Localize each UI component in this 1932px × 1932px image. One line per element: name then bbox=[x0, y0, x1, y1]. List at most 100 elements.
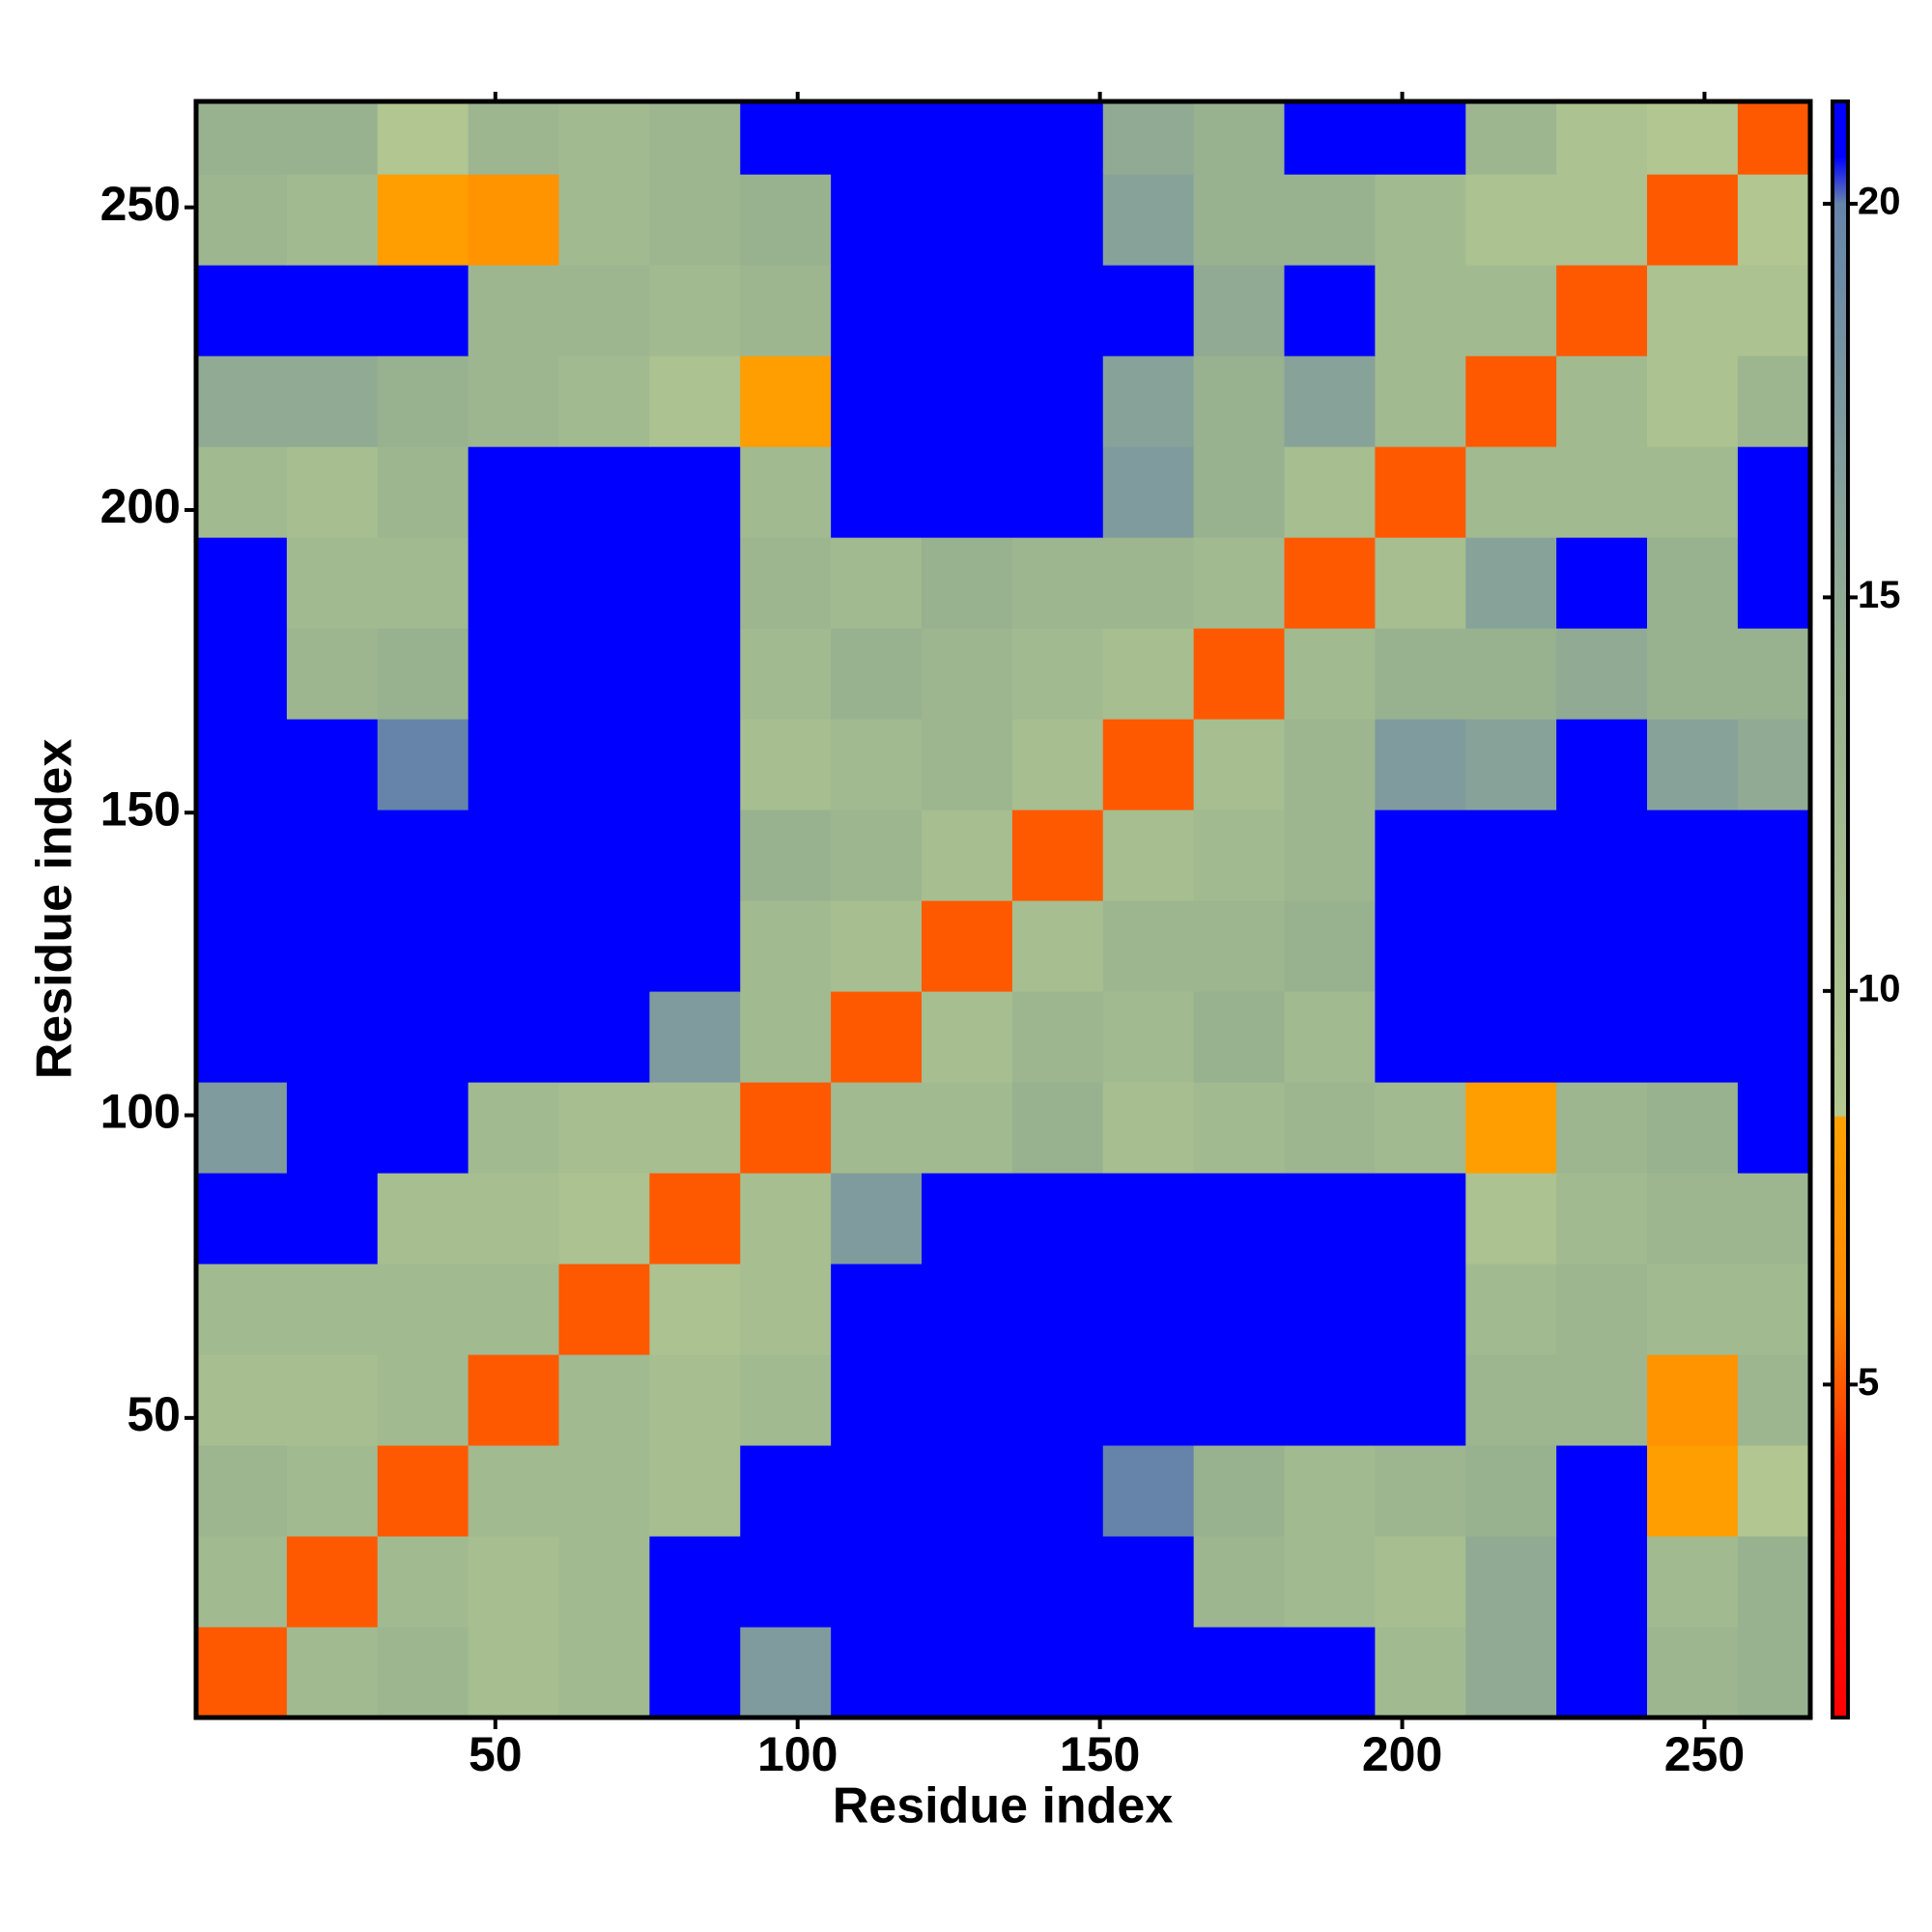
heatmap-cell bbox=[922, 1536, 1013, 1628]
heatmap-cell bbox=[1284, 1536, 1376, 1628]
heatmap-cell bbox=[558, 1536, 650, 1628]
heatmap-cell bbox=[196, 991, 288, 1083]
heatmap-cell bbox=[377, 719, 469, 810]
heatmap-cell bbox=[649, 1445, 741, 1537]
heatmap-cell bbox=[1465, 1445, 1557, 1537]
heatmap-cell bbox=[1193, 1354, 1286, 1446]
heatmap-cell bbox=[1102, 719, 1195, 810]
heatmap-cell bbox=[1011, 265, 1104, 356]
heatmap-cell bbox=[831, 1082, 923, 1174]
heatmap-cell bbox=[649, 719, 741, 810]
heatmap-cell bbox=[1737, 265, 1810, 356]
heatmap-cell bbox=[1465, 719, 1557, 810]
heatmap-cell bbox=[831, 810, 923, 901]
heatmap-cell bbox=[831, 101, 923, 175]
heatmap-cell bbox=[1465, 1627, 1557, 1718]
heatmap-cell bbox=[649, 1264, 741, 1355]
heatmap-cell bbox=[831, 991, 923, 1083]
heatmap-cell bbox=[831, 1354, 923, 1446]
heatmap-cell bbox=[196, 101, 288, 175]
heatmap-cell bbox=[1011, 355, 1104, 447]
heatmap-cell bbox=[196, 900, 288, 992]
colorbar-tick-label: 20 bbox=[1858, 181, 1901, 223]
heatmap-cell bbox=[740, 355, 832, 447]
x-axis-title: Residue index bbox=[833, 1778, 1174, 1834]
heatmap-cell bbox=[831, 1536, 923, 1628]
heatmap-cell bbox=[649, 1536, 741, 1628]
heatmap-cell bbox=[1284, 174, 1376, 266]
heatmap-cell bbox=[1102, 1627, 1195, 1718]
heatmap-cell bbox=[740, 900, 832, 992]
heatmap-cell bbox=[649, 101, 741, 175]
heatmap-cell bbox=[831, 628, 923, 720]
heatmap-cell bbox=[1284, 1264, 1376, 1355]
heatmap-cell bbox=[1465, 810, 1557, 901]
heatmap-cell bbox=[286, 1445, 379, 1537]
heatmap-cell bbox=[558, 1445, 650, 1537]
heatmap-cell bbox=[468, 991, 560, 1083]
heatmap-cell bbox=[286, 537, 379, 629]
heatmap-cell bbox=[1647, 810, 1739, 901]
heatmap-cell bbox=[922, 1445, 1013, 1537]
heatmap-cell bbox=[1375, 1354, 1466, 1446]
y-axis-title: Residue index bbox=[27, 739, 83, 1080]
heatmap-cell bbox=[558, 1354, 650, 1446]
heatmap-cell bbox=[1556, 1173, 1648, 1264]
heatmap-cell bbox=[1102, 1354, 1195, 1446]
heatmap-cell bbox=[831, 1627, 923, 1718]
heatmap-cell bbox=[1737, 1445, 1810, 1537]
heatmap-cell bbox=[1465, 355, 1557, 447]
heatmap-cell bbox=[1556, 1354, 1648, 1446]
heatmap-cell bbox=[1102, 174, 1195, 266]
heatmap-cell bbox=[558, 537, 650, 629]
heatmap-cell bbox=[377, 991, 469, 1083]
heatmap-cell bbox=[1284, 900, 1376, 992]
heatmap-cell bbox=[196, 446, 288, 538]
heatmap-cell bbox=[922, 1354, 1013, 1446]
heatmap-cell bbox=[468, 446, 560, 538]
heatmap-cell bbox=[468, 101, 560, 175]
heatmap-cell bbox=[1647, 265, 1739, 356]
heatmap-cell bbox=[1556, 1082, 1648, 1174]
heatmap-cell bbox=[1375, 174, 1466, 266]
heatmap-cell bbox=[1102, 900, 1195, 992]
heatmap-cell bbox=[377, 1536, 469, 1628]
heatmap-cell bbox=[468, 537, 560, 629]
heatmap-cell bbox=[831, 355, 923, 447]
heatmap-cell bbox=[1284, 991, 1376, 1083]
heatmap-cell bbox=[1011, 174, 1104, 266]
heatmap-cell bbox=[1011, 810, 1104, 901]
heatmap-cell bbox=[922, 1082, 1013, 1174]
heatmap-cell bbox=[831, 719, 923, 810]
heatmap-cell bbox=[649, 1173, 741, 1264]
heatmap-cell bbox=[377, 1173, 469, 1264]
heatmap-cell bbox=[1375, 810, 1466, 901]
heatmap-cell bbox=[922, 810, 1013, 901]
heatmap-cell bbox=[1193, 265, 1286, 356]
heatmap-cell bbox=[649, 265, 741, 356]
heatmap-cell bbox=[286, 1354, 379, 1446]
heatmap-cell bbox=[1011, 628, 1104, 720]
heatmap-cell bbox=[286, 991, 379, 1083]
heatmap-cell bbox=[1193, 446, 1286, 538]
heatmap-cell bbox=[377, 537, 469, 629]
heatmap-cell bbox=[558, 900, 650, 992]
heatmap-cell bbox=[468, 1264, 560, 1355]
heatmap-cell bbox=[286, 1536, 379, 1628]
heatmap-cell bbox=[740, 719, 832, 810]
heatmap-cell bbox=[1737, 719, 1810, 810]
heatmap-cell bbox=[831, 1264, 923, 1355]
heatmap-cell bbox=[1284, 719, 1376, 810]
heatmap-cell bbox=[740, 1536, 832, 1628]
heatmap-cell bbox=[831, 174, 923, 266]
heatmap-cell bbox=[1011, 1173, 1104, 1264]
heatmap-cell bbox=[649, 537, 741, 629]
heatmap-cell bbox=[1011, 1627, 1104, 1718]
heatmap-cell bbox=[1193, 719, 1286, 810]
heatmap-cell bbox=[1556, 446, 1648, 538]
heatmap-cell bbox=[196, 355, 288, 447]
x-tick-label: 100 bbox=[757, 1727, 838, 1781]
heatmap-cell bbox=[740, 1264, 832, 1355]
heatmap-cell bbox=[1556, 537, 1648, 629]
y-tick-label: 250 bbox=[100, 177, 181, 231]
